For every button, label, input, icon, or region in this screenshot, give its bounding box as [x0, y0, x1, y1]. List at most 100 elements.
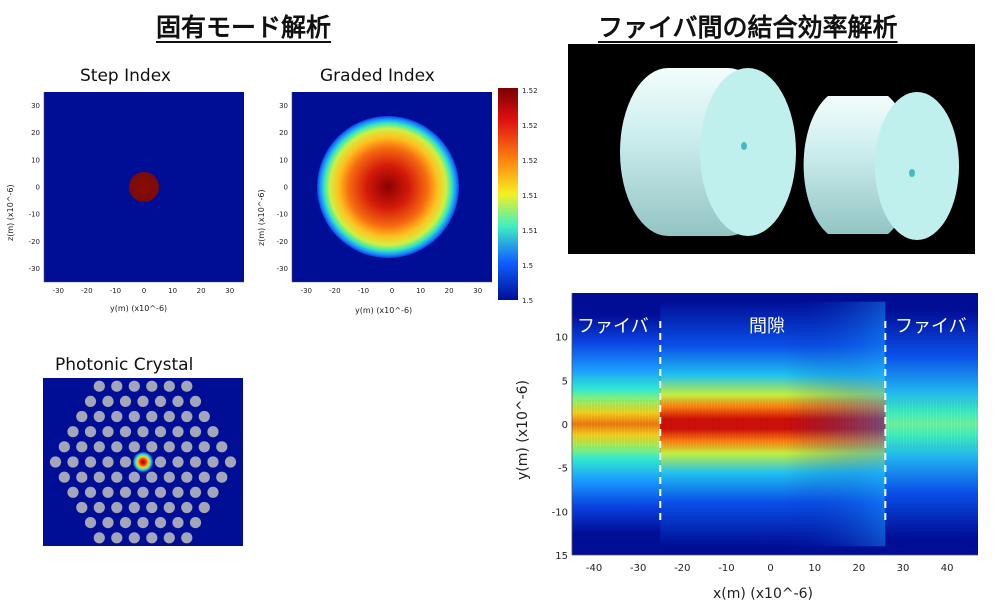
colorbar-label: 1.52 — [522, 122, 538, 130]
step-index-core — [129, 172, 159, 202]
air-hole — [111, 471, 123, 483]
air-hole — [58, 441, 70, 453]
air-hole — [198, 441, 210, 453]
air-hole — [67, 426, 79, 438]
propagation-ytick: 15 — [555, 551, 568, 562]
air-hole — [189, 426, 202, 438]
graded-index-ytick: 10 — [279, 156, 288, 164]
air-hole — [163, 410, 175, 423]
fiber-right-render — [803, 92, 959, 240]
propagation-ytick: -5 — [558, 464, 568, 475]
air-hole — [172, 426, 184, 438]
air-hole — [189, 486, 202, 498]
propagation-xtick: 0 — [767, 563, 773, 574]
step-index-ytick: 0 — [36, 184, 40, 192]
propagation-ytick: 0 — [562, 420, 568, 431]
colorbar-label: 1.51 — [522, 192, 538, 200]
graded-index-plot: -30 -20 -10 0 10 20 30 30 20 10 0 -10 -20 -30 y(m) (… — [257, 87, 538, 315]
air-hole — [84, 456, 97, 468]
step-index-xtick: -30 — [53, 287, 64, 295]
air-hole — [137, 395, 149, 407]
air-hole — [172, 395, 184, 407]
air-hole — [111, 501, 123, 514]
propagation-xtick: 40 — [941, 563, 954, 574]
graded-index-ytick: 30 — [279, 102, 288, 110]
air-hole — [93, 471, 105, 483]
air-hole — [189, 395, 202, 407]
air-hole — [154, 486, 167, 498]
region-label-right-fiber: ファイバ — [895, 316, 967, 337]
propagation-plot: -40 -30 -20 -10 0 10 20 30 40 10 5 0 -5 -10 15 ファイバ 間… — [515, 293, 978, 602]
propagation-ytick: 5 — [562, 376, 568, 387]
air-hole — [163, 471, 175, 483]
air-hole — [207, 486, 219, 498]
colorbar-label: 1.5 — [522, 297, 533, 305]
photonic-crystal-title: Photonic Crystal — [55, 355, 194, 375]
step-index-ytick: -20 — [29, 238, 40, 246]
propagation-xtick: -10 — [718, 563, 734, 574]
air-hole — [102, 395, 114, 407]
air-hole — [189, 456, 202, 468]
air-hole — [84, 486, 97, 498]
air-hole — [102, 517, 114, 529]
air-hole — [137, 486, 149, 498]
air-hole — [146, 501, 158, 514]
air-hole — [93, 410, 105, 423]
air-hole — [128, 471, 140, 483]
air-hole — [172, 456, 184, 468]
step-index-plot: -30 -20 -10 0 10 20 30 30 20 10 0 -10 -20 -30 y(m) (… — [6, 92, 244, 313]
air-hole — [128, 501, 140, 514]
air-hole — [146, 410, 158, 423]
air-hole — [163, 380, 175, 392]
graded-index-ylabel: z(m) (x10^-6) — [257, 189, 266, 246]
air-hole — [198, 471, 210, 483]
graded-index-ytick: 0 — [284, 184, 288, 192]
graded-index-xtick: -10 — [358, 287, 369, 295]
step-index-xlabel: y(m) (x10^-6) — [110, 304, 167, 313]
air-hole — [181, 532, 193, 544]
air-hole — [119, 456, 132, 468]
air-hole — [198, 501, 210, 514]
air-hole — [146, 380, 158, 392]
graded-index-xtick: -30 — [301, 287, 312, 295]
step-index-ylabel: z(m) (x10^-6) — [6, 184, 15, 241]
air-hole — [163, 501, 175, 514]
air-hole — [128, 532, 140, 544]
air-hole — [216, 441, 228, 453]
air-hole — [181, 471, 193, 483]
air-hole — [154, 517, 167, 529]
graded-index-xtick: -20 — [329, 287, 340, 295]
propagation-xtick: -30 — [630, 563, 646, 574]
step-index-xtick: -10 — [110, 287, 121, 295]
air-hole — [102, 486, 114, 498]
graded-index-xtick: 0 — [390, 287, 394, 295]
propagation-ytick: -10 — [552, 507, 568, 518]
air-hole — [181, 410, 193, 423]
air-hole — [76, 501, 88, 514]
fiber-right-core — [909, 169, 915, 177]
air-hole — [137, 426, 149, 438]
air-hole — [146, 532, 158, 544]
air-hole — [119, 486, 132, 498]
colorbar-label: 1.52 — [522, 157, 538, 165]
air-hole — [76, 471, 88, 483]
air-hole — [102, 426, 114, 438]
step-index-xtick: -20 — [81, 287, 92, 295]
step-index-ytick: 10 — [31, 156, 40, 164]
propagation-xtick: 20 — [852, 563, 865, 574]
propagation-xtick: -40 — [586, 563, 602, 574]
propagation-xtick: 10 — [808, 563, 821, 574]
graded-index-ytick: -10 — [277, 211, 288, 219]
graded-index-ytick: -20 — [277, 238, 288, 246]
air-hole — [189, 517, 202, 529]
air-hole — [93, 501, 105, 514]
photonic-crystal-core-mode — [133, 452, 153, 472]
step-index-xtick: 30 — [225, 287, 234, 295]
propagation-xtick: 30 — [897, 563, 910, 574]
heading-coupling-analysis: ファイバ間の結合効率解析 — [598, 13, 898, 42]
colorbar-label: 1.52 — [522, 87, 538, 95]
step-index-ytick: 20 — [31, 129, 40, 137]
air-hole — [172, 486, 184, 498]
graded-index-ytick: 20 — [279, 129, 288, 137]
air-hole — [181, 441, 193, 453]
